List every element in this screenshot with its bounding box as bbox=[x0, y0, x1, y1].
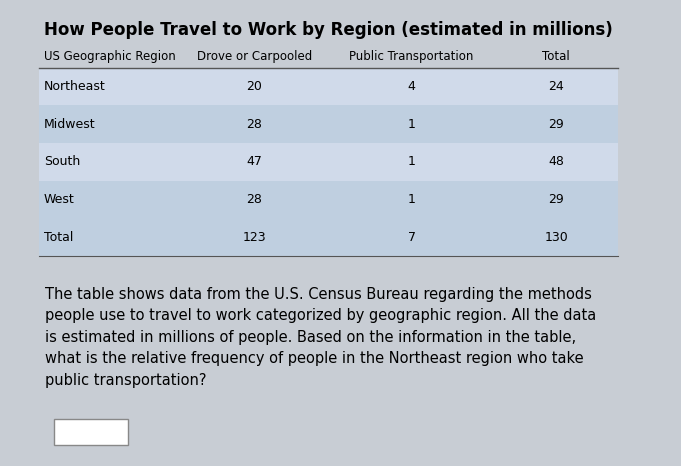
Text: 20: 20 bbox=[247, 80, 262, 93]
Text: Drove or Carpooled: Drove or Carpooled bbox=[197, 50, 312, 63]
Text: Total: Total bbox=[44, 231, 74, 244]
Text: 29: 29 bbox=[548, 193, 565, 206]
Text: US Geographic Region: US Geographic Region bbox=[44, 50, 176, 63]
Text: 1: 1 bbox=[408, 156, 415, 168]
Text: Public Transportation: Public Transportation bbox=[349, 50, 474, 63]
Bar bbox=[39, 105, 618, 143]
Text: 7: 7 bbox=[408, 231, 415, 244]
Bar bbox=[39, 219, 618, 256]
Text: 130: 130 bbox=[545, 231, 568, 244]
Text: How People Travel to Work by Region (estimated in millions): How People Travel to Work by Region (est… bbox=[44, 21, 613, 39]
Text: 1: 1 bbox=[408, 118, 415, 130]
Text: West: West bbox=[44, 193, 75, 206]
Text: 28: 28 bbox=[247, 118, 262, 130]
Text: South: South bbox=[44, 156, 80, 168]
Text: 28: 28 bbox=[247, 193, 262, 206]
Text: 24: 24 bbox=[548, 80, 565, 93]
Text: 48: 48 bbox=[548, 156, 565, 168]
Text: Total: Total bbox=[543, 50, 570, 63]
Bar bbox=[39, 143, 618, 181]
Bar bbox=[39, 181, 618, 219]
Text: Northeast: Northeast bbox=[44, 80, 106, 93]
Bar bbox=[54, 419, 128, 445]
Text: 1: 1 bbox=[408, 193, 415, 206]
Text: 29: 29 bbox=[548, 118, 565, 130]
Text: 4: 4 bbox=[408, 80, 415, 93]
Text: Midwest: Midwest bbox=[44, 118, 95, 130]
Text: The table shows data from the U.S. Census Bureau regarding the methods
people us: The table shows data from the U.S. Censu… bbox=[45, 287, 597, 388]
Text: 47: 47 bbox=[247, 156, 262, 168]
Bar bbox=[39, 68, 618, 105]
Text: 123: 123 bbox=[242, 231, 266, 244]
